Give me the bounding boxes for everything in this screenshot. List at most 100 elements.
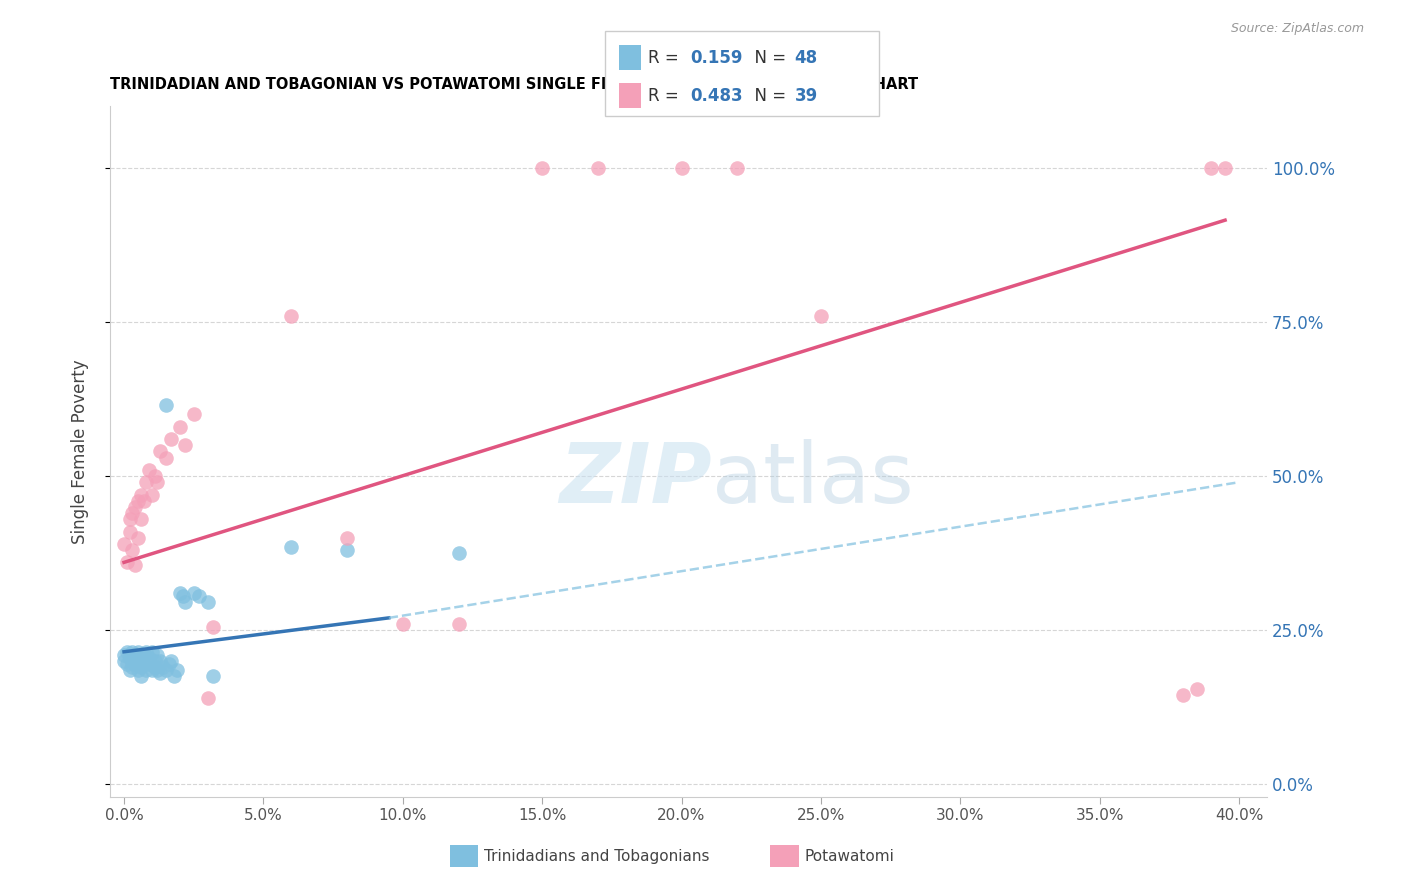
Point — [531, 161, 554, 175]
Point — [183, 586, 205, 600]
Text: Potawatomi: Potawatomi — [804, 849, 894, 863]
Point — [160, 432, 183, 446]
Point — [169, 586, 191, 600]
Point — [118, 512, 141, 526]
Point — [115, 645, 138, 659]
Point — [391, 617, 413, 632]
Point — [149, 666, 172, 681]
Text: R =: R = — [648, 49, 685, 67]
Text: Source: ZipAtlas.com: Source: ZipAtlas.com — [1230, 22, 1364, 36]
Point — [447, 617, 470, 632]
Point — [112, 537, 135, 551]
Text: ZIP: ZIP — [560, 439, 711, 519]
Point — [135, 663, 157, 677]
Point — [202, 620, 225, 634]
Point — [586, 161, 609, 175]
Point — [132, 657, 155, 672]
Text: atlas: atlas — [711, 439, 914, 519]
Point — [172, 589, 194, 603]
Point — [1199, 161, 1222, 175]
Point — [810, 309, 832, 323]
Point — [118, 651, 141, 665]
Point — [183, 408, 205, 422]
Text: 0.159: 0.159 — [690, 49, 742, 67]
Point — [152, 660, 174, 674]
Point — [127, 663, 149, 677]
Point — [155, 450, 177, 465]
Point — [121, 543, 143, 558]
Point — [725, 161, 748, 175]
Text: 0.483: 0.483 — [690, 87, 742, 105]
Point — [143, 469, 166, 483]
Point — [280, 309, 302, 323]
Text: R =: R = — [648, 87, 685, 105]
Point — [336, 531, 359, 545]
Point — [135, 645, 157, 659]
Point — [127, 493, 149, 508]
Point — [174, 438, 197, 452]
Point — [149, 444, 172, 458]
Point — [127, 654, 149, 668]
Text: Trinidadians and Tobagonians: Trinidadians and Tobagonians — [484, 849, 709, 863]
Point — [197, 595, 219, 609]
Point — [155, 398, 177, 412]
Point — [121, 645, 143, 659]
Point — [115, 657, 138, 672]
Point — [129, 669, 152, 683]
Text: 48: 48 — [794, 49, 817, 67]
Point — [149, 654, 172, 668]
Text: TRINIDADIAN AND TOBAGONIAN VS POTAWATOMI SINGLE FEMALE POVERTY CORRELATION CHART: TRINIDADIAN AND TOBAGONIAN VS POTAWATOMI… — [110, 78, 918, 93]
Point — [129, 512, 152, 526]
Point — [121, 660, 143, 674]
Point — [143, 654, 166, 668]
Point — [169, 419, 191, 434]
Point — [146, 663, 169, 677]
Point — [124, 648, 146, 662]
Point — [143, 660, 166, 674]
Point — [157, 657, 180, 672]
Point — [1213, 161, 1236, 175]
Point — [132, 648, 155, 662]
Point — [129, 487, 152, 501]
Point — [129, 660, 152, 674]
Point — [112, 648, 135, 662]
Point — [447, 546, 470, 560]
Point — [163, 669, 186, 683]
Point — [118, 663, 141, 677]
Text: N =: N = — [744, 49, 792, 67]
Point — [146, 648, 169, 662]
Point — [118, 524, 141, 539]
Text: N =: N = — [744, 87, 792, 105]
Point — [197, 691, 219, 706]
Point — [141, 645, 163, 659]
Point — [141, 487, 163, 501]
Point — [121, 654, 143, 668]
Point — [112, 654, 135, 668]
Point — [1173, 688, 1195, 702]
Point — [129, 651, 152, 665]
Point — [124, 500, 146, 514]
Point — [166, 663, 188, 677]
Point — [138, 463, 160, 477]
Point — [135, 475, 157, 490]
Point — [188, 589, 211, 603]
Point — [155, 663, 177, 677]
Point — [138, 651, 160, 665]
Point — [202, 669, 225, 683]
Point — [336, 543, 359, 558]
Point — [121, 506, 143, 520]
Point — [127, 531, 149, 545]
Point — [115, 555, 138, 569]
Point — [141, 663, 163, 677]
Point — [146, 475, 169, 490]
Point — [671, 161, 693, 175]
Point — [280, 540, 302, 554]
Point — [124, 558, 146, 573]
Point — [124, 657, 146, 672]
Point — [138, 657, 160, 672]
Y-axis label: Single Female Poverty: Single Female Poverty — [72, 359, 89, 544]
Text: 39: 39 — [794, 87, 818, 105]
Point — [160, 654, 183, 668]
Point — [132, 493, 155, 508]
Point — [127, 645, 149, 659]
